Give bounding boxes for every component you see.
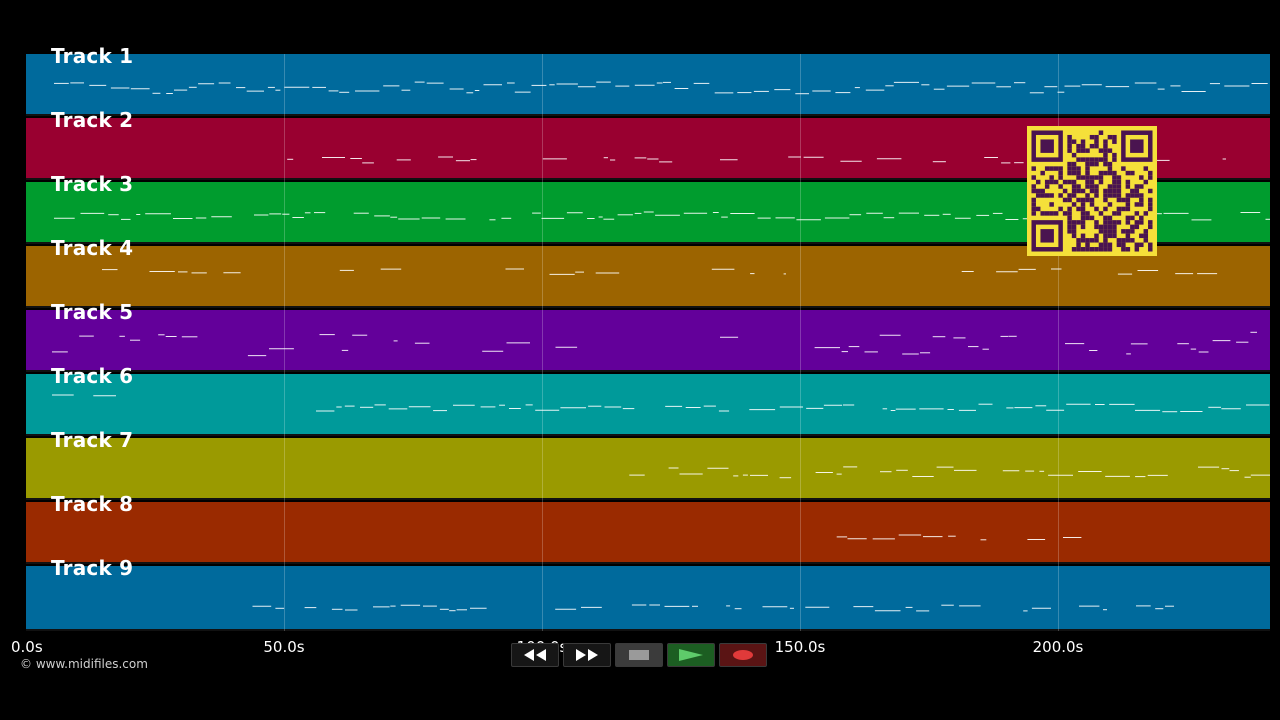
track-lane-4: Track 4 [26, 236, 1270, 308]
track-lane-8: Track 8 [26, 492, 1270, 564]
track-label: Track 5 [51, 300, 134, 324]
track-label: Track 9 [51, 556, 134, 580]
stop-icon [629, 650, 649, 660]
qr-code-icon [1027, 126, 1157, 256]
track-lane-1: Track 1 [26, 44, 1270, 116]
play-icon [679, 649, 703, 661]
copyright-text: © www.midifiles.com [20, 657, 148, 671]
track-label: Track 7 [51, 428, 134, 452]
play-button[interactable] [667, 643, 715, 667]
gridline-100s [542, 54, 543, 631]
gridline-50s [284, 54, 285, 631]
track-lane-6: Track 6 [26, 364, 1270, 436]
time-tick-label: 50.0s [263, 638, 305, 656]
track-label: Track 3 [51, 172, 134, 196]
rewind-icon [524, 649, 546, 661]
fast-forward-button[interactable] [563, 643, 611, 667]
time-tick-label: 0.0s [11, 638, 43, 656]
time-tick-label: 150.0s [774, 638, 826, 656]
transport-controls [511, 643, 769, 669]
rewind-button[interactable] [511, 643, 559, 667]
track-label: Track 4 [51, 236, 134, 260]
track-label: Track 8 [51, 492, 134, 516]
track-label: Track 1 [51, 44, 134, 68]
track-lane-9: Track 9 [26, 556, 1270, 631]
track-lanes: Track 1 Track 2 Track 3 Track 4 Track 5 … [26, 44, 1270, 631]
record-button[interactable] [719, 643, 767, 667]
track-lane-5: Track 5 [26, 300, 1270, 372]
track-label: Track 2 [51, 108, 134, 132]
stop-button[interactable] [615, 643, 663, 667]
record-icon [733, 650, 753, 660]
track-lane-7: Track 7 [26, 428, 1270, 500]
track-label: Track 6 [51, 364, 134, 388]
gridline-200s [1058, 54, 1059, 631]
fast-forward-icon [576, 649, 598, 661]
gridline-150s [800, 54, 801, 631]
time-tick-label: 200.0s [1032, 638, 1084, 656]
